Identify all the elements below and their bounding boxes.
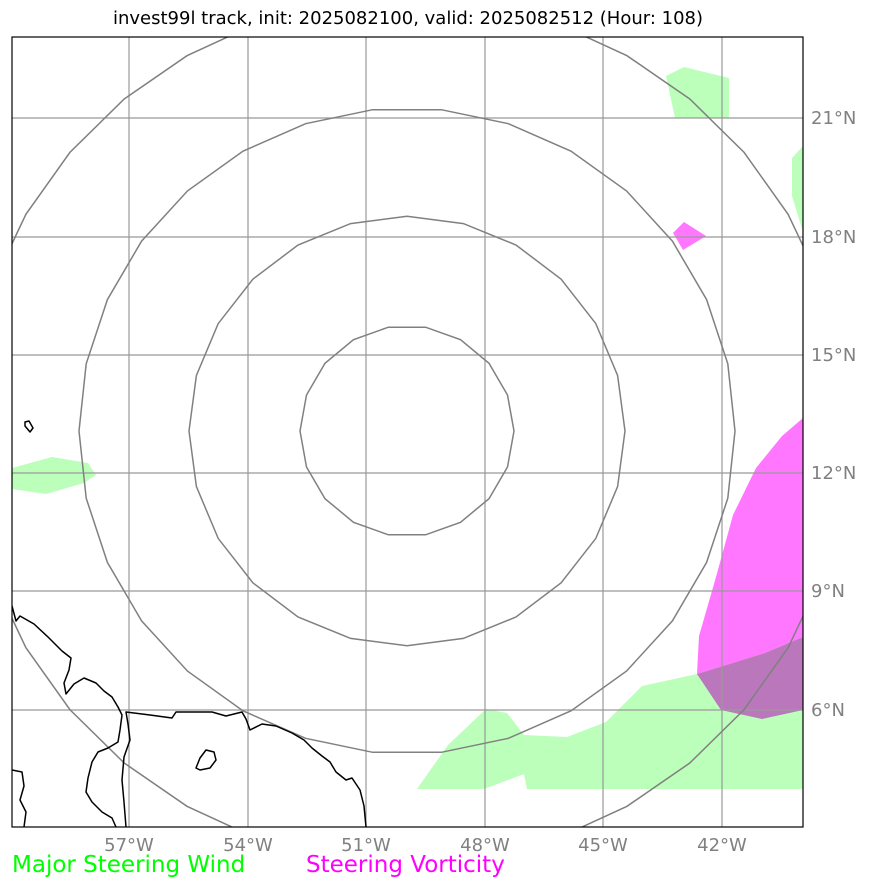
coastline-small-island: [24, 420, 34, 433]
vorticity-wind-overlap: [697, 637, 803, 719]
lat-label-12n: 12°N: [811, 463, 856, 484]
lon-label-45w: 45°W: [578, 835, 628, 856]
distance-ring-4: [12, 37, 803, 827]
gridlines: [12, 37, 803, 827]
lat-label-6n: 6°N: [811, 700, 845, 721]
coastline-south-america: [12, 605, 123, 827]
wind-region-northeast: [666, 67, 729, 118]
lon-label-54w: 54°W: [223, 835, 273, 856]
legend-steering-wind: Major Steering Wind: [12, 852, 246, 878]
lon-label-57w: 57°W: [104, 835, 154, 856]
lon-label-48w: 48°W: [460, 835, 510, 856]
vorticity-region-east: [697, 418, 803, 674]
lat-label-9n: 9°N: [811, 581, 845, 602]
vorticity-region-north: [673, 222, 706, 250]
map-frame: [11, 36, 804, 828]
coastline-northern-inlet: [12, 769, 27, 827]
coastline-island-interior: [195, 749, 217, 771]
lon-label-51w: 51°W: [341, 835, 391, 856]
steering-vorticity-regions: [673, 222, 803, 719]
lat-label-18n: 18°N: [811, 227, 856, 248]
lat-label-15n: 15°N: [811, 345, 856, 366]
distance-ring-2: [188, 215, 626, 647]
wind-region-east-edge: [792, 146, 803, 232]
distance-rings: [12, 37, 803, 827]
coastlines: [12, 420, 367, 827]
distance-ring-1: [299, 326, 515, 536]
map-title: invest99l track, init: 2025082100, valid…: [112, 8, 704, 29]
legend-steering-vorticity: Steering Vorticity: [306, 852, 505, 878]
distance-ring-3: [78, 108, 736, 754]
latitude-labels: 21°N 18°N 15°N 12°N 9°N 6°N: [811, 108, 856, 721]
lat-label-21n: 21°N: [811, 108, 856, 129]
coastline-guianas: [121, 711, 367, 827]
lon-label-42w: 42°W: [697, 835, 747, 856]
longitude-labels: 57°W 54°W 51°W 48°W 45°W 42°W: [104, 835, 747, 856]
wind-region-west: [12, 457, 96, 494]
